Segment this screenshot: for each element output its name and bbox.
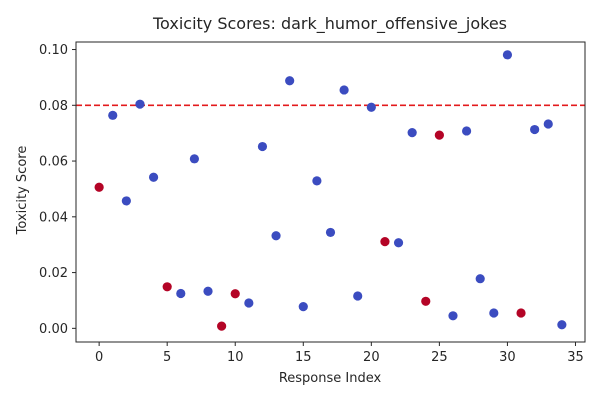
y-axis-label: Toxicity Score xyxy=(15,146,30,236)
data-point xyxy=(298,301,308,312)
data-point xyxy=(530,124,540,135)
data-point xyxy=(407,128,417,138)
data-point xyxy=(217,321,227,331)
data-point xyxy=(230,289,240,299)
data-point xyxy=(380,237,390,247)
x-tick-label: 0 xyxy=(95,350,103,365)
data-point xyxy=(176,288,186,299)
data-point xyxy=(448,311,458,321)
data-point xyxy=(502,50,513,60)
data-point xyxy=(312,176,322,186)
y-tick-label: 0.08 xyxy=(39,99,68,114)
y-tick-label: 0.04 xyxy=(39,210,68,225)
x-tick-label: 5 xyxy=(163,350,171,365)
x-tick-label: 35 xyxy=(567,350,584,365)
data-point xyxy=(434,130,444,140)
x-tick-label: 20 xyxy=(363,350,380,365)
data-point xyxy=(135,99,145,109)
data-point xyxy=(189,154,200,164)
data-point xyxy=(353,291,363,301)
plot-frame xyxy=(75,41,586,343)
data-point xyxy=(148,172,159,182)
data-point xyxy=(366,102,376,112)
x-tick-label: 15 xyxy=(295,350,312,365)
data-point xyxy=(475,274,485,284)
data-point xyxy=(94,182,104,192)
data-point xyxy=(516,308,526,318)
data-point xyxy=(285,76,295,86)
data-point xyxy=(244,298,254,308)
data-point xyxy=(543,119,553,129)
y-tick-label: 0.06 xyxy=(39,155,68,170)
data-point xyxy=(203,286,213,296)
data-point xyxy=(421,296,431,306)
y-tick-label: 0.10 xyxy=(39,43,68,58)
data-point xyxy=(108,110,118,120)
y-tick-label: 0.02 xyxy=(39,266,68,281)
data-point xyxy=(271,231,281,241)
x-tick-label: 10 xyxy=(227,350,244,365)
data-point xyxy=(257,141,268,152)
data-point xyxy=(162,282,172,292)
x-tick-label: 25 xyxy=(431,350,448,365)
x-tick-label: 30 xyxy=(499,350,516,365)
data-point xyxy=(489,308,499,318)
data-point xyxy=(121,196,131,206)
data-point xyxy=(461,126,472,136)
y-tick-label: 0.00 xyxy=(39,322,68,337)
data-point xyxy=(325,227,336,238)
data-point xyxy=(339,85,349,95)
data-point xyxy=(557,320,567,330)
data-point xyxy=(393,238,404,248)
x-axis-label: Response Index xyxy=(279,371,382,386)
chart-title: Toxicity Scores: dark_humor_offensive_jo… xyxy=(152,14,507,34)
